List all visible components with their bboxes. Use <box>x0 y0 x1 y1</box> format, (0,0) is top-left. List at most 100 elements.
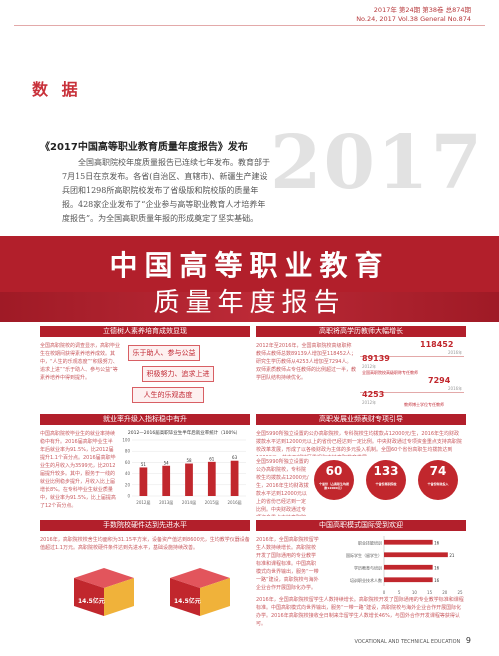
chart1-ytick: 60 <box>125 460 131 465</box>
chart1-bar <box>185 463 193 496</box>
section-label: 数 据 <box>32 80 82 99</box>
chart1-ytick: 40 <box>125 471 131 476</box>
stat-89139-year: 2012年 <box>362 364 377 369</box>
tag-striving: 积极努力、追求上进 <box>142 366 214 382</box>
issue-info: 2017年 第24期 第38卷 总874期 No.24, 2017 Vol.38… <box>356 6 471 24</box>
stat-4253-year: 2012年 <box>362 400 377 405</box>
chart2-category-label: 职业技能培训 <box>358 540 382 546</box>
circle-74: 74 个省份财政投入 <box>418 460 458 500</box>
chart2-xtick: 5 <box>398 590 401 595</box>
section-text-6b: 2016年，全国高职院校留学生人数持续增长。高职院校开发了国际通用的专业教学标准… <box>256 597 464 627</box>
journal-name: VOCATIONAL AND TECHNICAL EDUCATION <box>354 639 461 645</box>
tag-helping: 乐于助人、参与公益 <box>128 345 200 361</box>
section-text-4: 全国5990所独立设置的公办高职院校，专科院校生均拨款占12000元/生，201… <box>256 431 462 456</box>
label-senior-teachers: 全国高职院校高级职称专任教师 <box>362 370 418 375</box>
article-title: 《2017中国高等职业教育质量年度报告》发布 <box>40 142 248 153</box>
circle-60-num: 60 <box>325 464 343 478</box>
chart2-data-label: 16 <box>434 566 440 571</box>
circle-133-label: 个省份高职院校 <box>375 482 397 486</box>
issue-line-en: No.24, 2017 Vol.38 General No.874 <box>356 15 471 23</box>
chart2-bar <box>384 564 433 570</box>
chart2-data-label: 16 <box>434 578 440 583</box>
chart2-bar <box>384 539 433 545</box>
stat-4253: 4253 <box>362 390 385 399</box>
stats-rule <box>360 356 464 357</box>
international-chart: 0 5 10 15 20 25 职业技能培训 16 国际学生（留学生） 21 学历教育与培训 16 培训… <box>346 536 463 595</box>
stat-118452-year: 2016年 <box>448 350 463 355</box>
section-title-6: 中国高职模式国际受到欢迎 <box>256 520 466 531</box>
section-text-5: 2016年，高职院校校舍生均面积为31.15平方米，设备资产值达到8600元，生… <box>40 537 250 551</box>
chart1-xtick: 2013届 <box>159 500 173 505</box>
chart2-category-label: 培训职业技术人数 <box>350 577 382 583</box>
big-year-watermark: 2017 <box>270 120 484 206</box>
cube-left-shape <box>74 568 134 616</box>
section-title-1: 立德树人素养培育成效显现 <box>40 326 250 337</box>
chart2-xtick: 10 <box>412 590 418 595</box>
cube-left-value: 14.5亿元 <box>78 598 105 605</box>
chart2-xtick: 20 <box>442 590 448 595</box>
chart1-ytick: 20 <box>125 482 131 487</box>
stat-7294: 7294 <box>428 376 451 385</box>
banner-title-line2: 质量年度报告 <box>153 288 346 318</box>
chart1-bar <box>139 467 148 496</box>
section-text-6: 2016年，全国高职院校留学生人数持续增长。高职院校开发了国际通用的专业教学标准… <box>256 537 319 591</box>
label-doctoral-teachers: 教师博士学位专任教师 <box>404 402 444 407</box>
chart2-xtick: 25 <box>457 590 463 595</box>
teacher-stats: 118452 2016年 89139 2012年 全国高职院校高级职称专任教师 … <box>360 340 466 408</box>
section-title-3: 就业率升级入指标稳中有升 <box>40 414 250 425</box>
chart1-data-label: 51 <box>141 462 147 467</box>
chart1-data-label: 63 <box>232 455 238 460</box>
issue-line-cn: 2017年 第24期 第38卷 总874期 <box>373 6 471 14</box>
section-title-4: 高职发展业频表财专项引导 <box>256 414 466 425</box>
chart1-xtick: 2015届 <box>205 500 219 505</box>
stats-rule-2 <box>360 392 464 393</box>
funding-circles: 全国5990所独立设置的公办高职院校，专科院校生均拨款占12000元/生，201… <box>256 458 466 518</box>
chart2-data-label: 21 <box>449 553 455 558</box>
circle-60: 60 个省份（占高职生均拨款12000元） <box>314 460 354 500</box>
tag-optimism: 人生的乐观态度 <box>132 387 204 403</box>
chart1-xtick: 2014届 <box>182 500 196 505</box>
stat-89139: 89139 <box>362 354 390 363</box>
circle-133-num: 133 <box>373 464 399 478</box>
circle-133: 133 个省份高职院校 <box>366 460 406 500</box>
article-intro: 全国高职院校年度质量报告已连续七年发布。教育部于7月15日在京发布。各省(自治区… <box>62 158 270 223</box>
chart1-bar <box>207 461 216 496</box>
stat-7294-year: 2016年 <box>448 386 463 391</box>
section-text-1: 全国高职院校的调查显示，高职毕业生在校期间获得素养培养成效。其中，“人生的乐观态… <box>40 343 121 381</box>
chart1-xtick: 2016届 <box>228 500 242 505</box>
chart1-data-label: 58 <box>186 458 192 463</box>
circle-60-label: 个省份（占高职生均拨款12000元） <box>318 482 349 490</box>
section-title-2: 高职将高学历教师大幅增长 <box>256 326 466 337</box>
stat-118452: 118452 <box>420 340 454 349</box>
section-title-5: 手数院校硬件达到先进水平 <box>40 520 250 531</box>
chart2-xtick: 0 <box>383 590 386 595</box>
header-rule <box>14 25 485 26</box>
cube-right-value: 14.5亿元 <box>174 598 201 605</box>
chart1-xtick: 2012届 <box>136 500 150 505</box>
chart1-ytick: 100 <box>122 438 130 443</box>
chart2-xtick: 15 <box>427 590 433 595</box>
chart2-bar <box>384 577 433 583</box>
section-text-2: 2012年至2016年，全国高职院校高级职称教师占教师总数89139人增加至11… <box>256 343 357 381</box>
cube-left: 14.5亿元 <box>64 566 144 618</box>
section-text-3: 中国高职院校毕业生的就业率持续稳中有升。2016届高职毕业生半年后就业率为91.… <box>40 431 116 509</box>
chart1-ytick: 0 <box>127 494 130 499</box>
title-banner <box>0 236 499 322</box>
cube-right: 14.5亿元 <box>160 566 240 618</box>
chart2-category-label: 国际学生（留学生） <box>346 552 382 558</box>
cube-right-shape <box>170 568 230 616</box>
page-footer: VOCATIONAL AND TECHNICAL EDUCATION 9 <box>355 636 471 645</box>
circle-74-num: 74 <box>429 464 447 478</box>
circle-74-label: 个省份财政投入 <box>427 482 449 486</box>
chart1-data-label: 61 <box>209 456 215 461</box>
chart1-data-label: 54 <box>164 460 170 465</box>
funding-note: 全国5990所独立设置的公办高职院校，专科院校生均拨款占12000元/生，201… <box>256 459 309 516</box>
banner-title-line1: 中国高等职业教育 <box>109 249 390 282</box>
chart1-ytick: 80 <box>125 449 131 454</box>
chart1-bar <box>162 465 171 496</box>
chart2-category-label: 学历教育与培训 <box>354 565 382 571</box>
chart1-title: 2012—2016届高职毕业生半年后就业率统计（100%） <box>128 429 240 436</box>
chart2-bar <box>384 552 448 558</box>
chart2-data-label: 16 <box>434 541 440 546</box>
employment-rate-chart: 2012—2016届高职毕业生半年后就业率统计（100%） 0 20 40 60 80 10… <box>122 429 246 505</box>
